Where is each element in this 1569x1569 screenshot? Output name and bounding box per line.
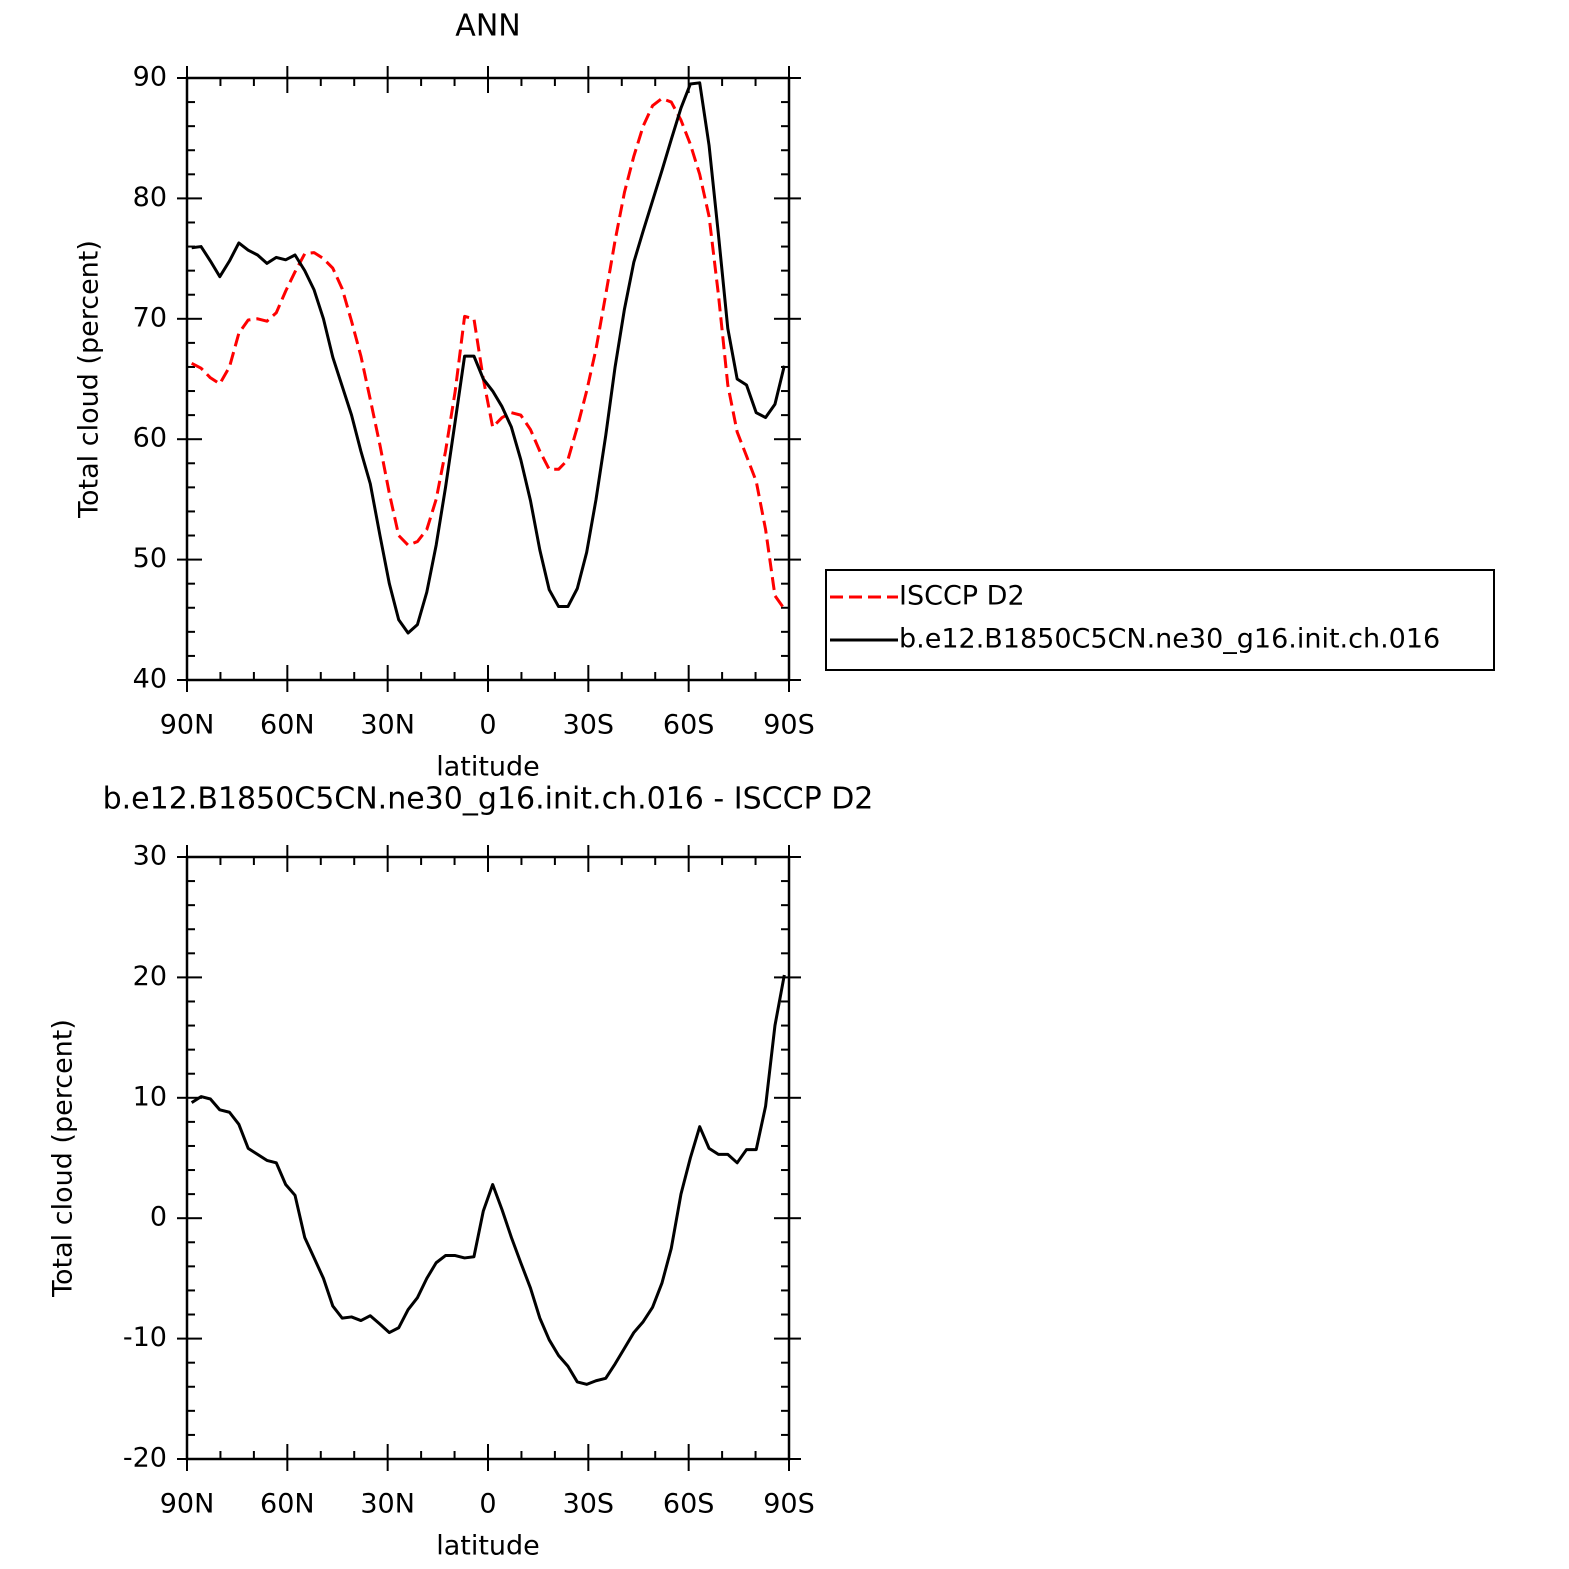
y-tick-label: 10: [133, 1081, 167, 1112]
y-tick-label: -20: [123, 1443, 167, 1474]
plot-frame: [185, 76, 791, 682]
x-tick-label: 90S: [763, 1489, 815, 1520]
legend-box: [825, 569, 1495, 671]
data-line: [190, 96, 786, 610]
y-tick-label: 90: [133, 62, 167, 93]
y-tick-label: -10: [123, 1322, 167, 1353]
legend-label: ISCCP D2: [899, 581, 1025, 612]
x-axis-label: latitude: [436, 1531, 540, 1562]
chart-title: ANN: [455, 9, 520, 44]
y-tick-label: 70: [133, 302, 167, 333]
x-tick-label: 30S: [563, 710, 615, 741]
y-tick-label: 80: [133, 182, 167, 213]
x-tick-label: 0: [479, 710, 496, 741]
plot-frame: [185, 855, 791, 1461]
y-tick-label: 40: [133, 664, 167, 695]
x-tick-label: 0: [479, 1489, 496, 1520]
y-axis-label: Total cloud (percent): [74, 240, 105, 519]
x-tick-label: 60S: [663, 710, 715, 741]
x-tick-label: 90N: [160, 1489, 215, 1520]
y-tick-label: 30: [133, 841, 167, 872]
x-tick-label: 60S: [663, 1489, 715, 1520]
x-tick-label: 60N: [260, 710, 315, 741]
x-tick-label: 30N: [360, 1489, 415, 1520]
data-line: [191, 81, 786, 635]
legend-label: b.e12.B1850C5CN.ne30_g16.init.ch.016: [899, 624, 1440, 655]
x-axis-label: latitude: [436, 752, 540, 783]
x-tick-label: 60N: [260, 1489, 315, 1520]
data-line: [190, 974, 786, 1386]
y-tick-label: 50: [133, 543, 167, 574]
x-tick-label: 30S: [563, 1489, 615, 1520]
y-tick-label: 20: [133, 961, 167, 992]
chart-title: b.e12.B1850C5CN.ne30_g16.init.ch.016 - I…: [103, 782, 874, 817]
x-tick-label: 90N: [160, 710, 215, 741]
y-axis-label: Total cloud (percent): [48, 1019, 79, 1298]
x-tick-label: 90S: [763, 710, 815, 741]
y-tick-label: 60: [133, 423, 167, 454]
y-tick-label: 0: [150, 1202, 167, 1233]
x-tick-label: 30N: [360, 710, 415, 741]
